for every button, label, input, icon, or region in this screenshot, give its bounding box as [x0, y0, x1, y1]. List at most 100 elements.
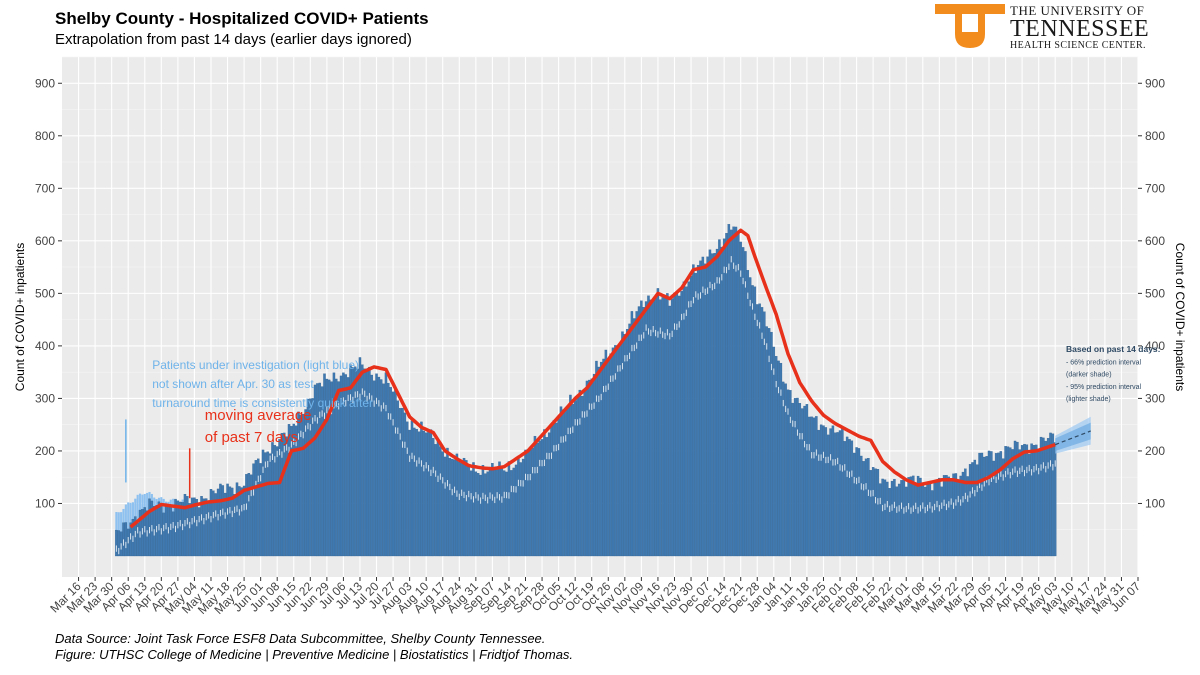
daily-bar [124, 522, 128, 557]
daily-bar [994, 453, 998, 557]
daily-bar [800, 408, 804, 557]
extrapolation-line [1055, 430, 1091, 446]
daily-bar [949, 481, 953, 557]
daily-bar [545, 437, 549, 557]
daily-bar [519, 462, 522, 557]
daily-bar [434, 444, 437, 557]
daily-bar [330, 381, 333, 557]
daily-bar [460, 463, 463, 557]
daily-bar [495, 469, 499, 557]
daily-bar [1004, 446, 1007, 557]
daily-bar [985, 456, 988, 557]
daily-bar [394, 388, 397, 557]
daily-bar [744, 251, 747, 557]
y-tick-label-left: 700 [35, 181, 55, 195]
y-axis-left: 100 200 300 400 500 600 700 800 900 [35, 76, 62, 510]
daily-bar [1051, 433, 1055, 557]
daily-bar [957, 480, 960, 557]
daily-bar [377, 376, 381, 557]
daily-bar [692, 264, 695, 557]
daily-bar [595, 360, 598, 557]
daily-bar [356, 368, 359, 557]
daily-bar [628, 323, 631, 557]
daily-bar [914, 484, 917, 557]
y-tick-label-right: 700 [1145, 181, 1165, 195]
daily-bar [883, 479, 887, 557]
daily-bar [287, 424, 291, 557]
y-tick-label-left: 300 [35, 391, 55, 405]
daily-bar [503, 470, 506, 557]
y-tick-label-right: 600 [1145, 234, 1165, 248]
daily-bar [961, 471, 965, 557]
daily-bar [971, 462, 974, 557]
daily-bar [301, 413, 305, 557]
daily-bar [760, 307, 764, 557]
daily-bar [344, 374, 347, 557]
daily-bar [398, 408, 402, 557]
daily-bar [283, 432, 286, 557]
daily-bar [382, 383, 385, 557]
daily-bar [339, 375, 343, 557]
daily-bar [264, 452, 267, 557]
daily-bar [429, 429, 433, 557]
chart-subtitle: Extrapolation from past 14 days (earlier… [55, 31, 412, 48]
daily-bar [999, 451, 1003, 557]
daily-bar [361, 364, 364, 557]
daily-bar [1042, 437, 1045, 557]
daily-bar [748, 277, 752, 557]
daily-bar [278, 439, 281, 557]
daily-bar [1025, 444, 1029, 557]
daily-bar [311, 398, 314, 557]
daily-bar [614, 345, 617, 557]
daily-bar [874, 468, 877, 557]
daily-bar [836, 432, 839, 557]
y-tick-label-left: 200 [35, 444, 55, 458]
daily-bar [195, 499, 199, 557]
daily-bar [332, 372, 336, 557]
daily-bar [1054, 442, 1057, 557]
daily-bar [543, 429, 546, 557]
daily-bar [117, 530, 120, 557]
daily-bar [240, 487, 243, 557]
daily-bar [557, 418, 560, 557]
daily-bar [689, 275, 693, 557]
daily-bar [1035, 444, 1038, 557]
daily-bar [550, 425, 553, 557]
daily-bar [897, 483, 901, 557]
daily-bar [1049, 432, 1052, 557]
daily-bar [529, 449, 532, 557]
daily-bar [562, 409, 565, 557]
daily-bar [252, 463, 255, 557]
daily-bar [280, 433, 284, 557]
daily-bar [212, 490, 215, 557]
avg-annotation-text: of past 7 days [205, 429, 298, 446]
daily-bar [928, 481, 932, 557]
daily-bar [474, 471, 478, 557]
daily-bar [763, 311, 766, 557]
daily-bar [890, 480, 894, 557]
daily-bar [547, 432, 551, 557]
daily-bar [517, 456, 520, 557]
daily-bar [1028, 453, 1031, 557]
daily-bar [746, 270, 750, 557]
daily-bar [793, 398, 797, 557]
daily-bar [304, 409, 307, 557]
daily-bar [363, 368, 366, 557]
daily-bar [408, 429, 411, 557]
daily-bar [415, 428, 418, 557]
daily-bar [751, 285, 754, 557]
daily-bar [422, 430, 426, 557]
ut-logo-icon [935, 4, 1005, 48]
daily-bar [990, 451, 993, 557]
daily-bar [611, 347, 615, 557]
daily-bar [533, 435, 537, 557]
daily-bar [188, 503, 191, 557]
daily-bar [328, 379, 331, 557]
daily-bar [309, 398, 312, 557]
pi-annotation-text: Based on past 14 days: [1066, 344, 1161, 354]
daily-bar [197, 507, 201, 557]
daily-bar [486, 471, 489, 557]
daily-bar [774, 356, 778, 557]
daily-bar [231, 487, 234, 557]
